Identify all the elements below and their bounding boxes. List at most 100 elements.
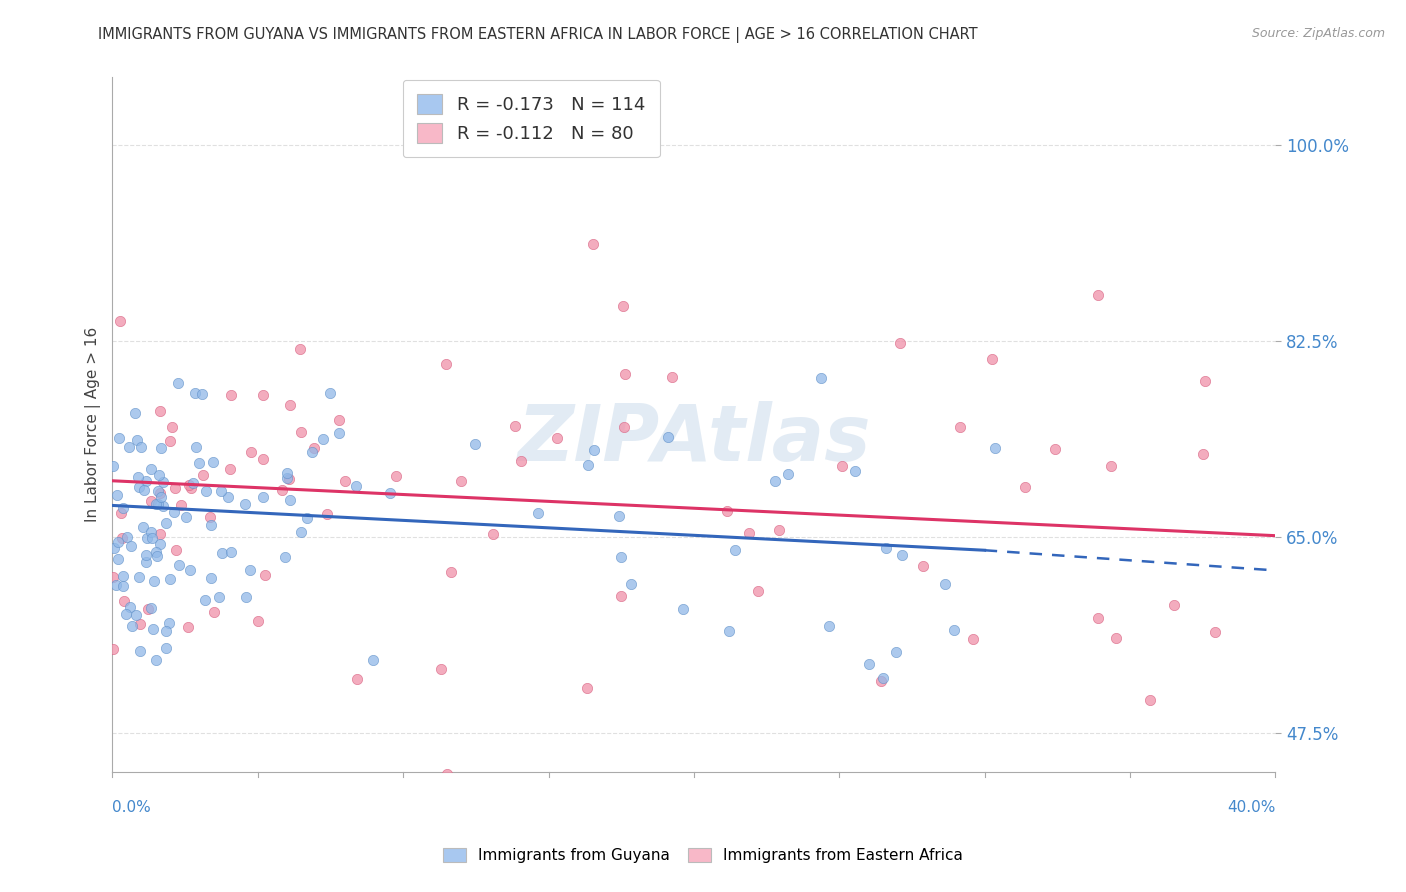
- Point: [135, 556, 157, 570]
- Point: [576, 458, 599, 473]
- Point: [128, 644, 150, 658]
- Point: [139, 601, 162, 615]
- Point: [872, 671, 894, 685]
- Point: [344, 479, 367, 493]
- Point: [747, 583, 769, 598]
- Point: [582, 236, 605, 251]
- Point: [139, 494, 162, 508]
- Point: [129, 617, 152, 632]
- Point: [818, 619, 841, 633]
- Point: [290, 525, 312, 540]
- Point: [981, 352, 1004, 367]
- Point: [436, 767, 458, 781]
- Point: [844, 464, 866, 478]
- Point: [273, 550, 295, 565]
- Point: [101, 569, 124, 583]
- Point: [1105, 631, 1128, 645]
- Point: [170, 498, 193, 512]
- Point: [768, 523, 790, 537]
- Point: [246, 614, 269, 628]
- Point: [934, 577, 956, 591]
- Point: [304, 442, 326, 456]
- Point: [163, 481, 186, 495]
- Point: [609, 509, 631, 524]
- Point: [276, 471, 298, 485]
- Point: [111, 531, 134, 545]
- Point: [385, 468, 408, 483]
- Point: [141, 531, 163, 545]
- Point: [135, 549, 157, 563]
- Point: [717, 624, 740, 639]
- Point: [177, 620, 200, 634]
- Point: [610, 589, 633, 603]
- Legend: Immigrants from Guyana, Immigrants from Eastern Africa: Immigrants from Guyana, Immigrants from …: [436, 840, 970, 871]
- Point: [194, 593, 217, 607]
- Point: [120, 539, 142, 553]
- Point: [612, 299, 634, 313]
- Point: [738, 526, 761, 541]
- Point: [159, 434, 181, 448]
- Point: [141, 524, 163, 539]
- Point: [219, 461, 242, 475]
- Point: [1087, 288, 1109, 302]
- Point: [135, 475, 157, 489]
- Point: [546, 432, 568, 446]
- Point: [984, 441, 1007, 455]
- Point: [219, 388, 242, 402]
- Point: [614, 367, 637, 381]
- Point: [235, 590, 257, 604]
- Text: ZIPAtlas: ZIPAtlas: [517, 401, 870, 476]
- Point: [128, 480, 150, 494]
- Point: [211, 546, 233, 560]
- Point: [121, 619, 143, 633]
- Point: [434, 357, 457, 371]
- Point: [346, 672, 368, 686]
- Point: [103, 541, 125, 556]
- Point: [184, 386, 207, 401]
- Point: [1139, 692, 1161, 706]
- Text: 0.0%: 0.0%: [112, 800, 152, 815]
- Text: IMMIGRANTS FROM GUYANA VS IMMIGRANTS FROM EASTERN AFRICA IN LABOR FORCE | AGE > : IMMIGRANTS FROM GUYANA VS IMMIGRANTS FRO…: [98, 27, 979, 43]
- Point: [125, 607, 148, 622]
- Point: [891, 549, 914, 563]
- Point: [115, 530, 138, 544]
- Point: [149, 527, 172, 541]
- Point: [107, 551, 129, 566]
- Point: [108, 314, 131, 328]
- Point: [672, 601, 695, 615]
- Point: [177, 478, 200, 492]
- Point: [105, 578, 128, 592]
- Point: [440, 566, 463, 580]
- Point: [118, 440, 141, 454]
- Point: [278, 398, 301, 412]
- Point: [114, 607, 136, 621]
- Point: [450, 474, 472, 488]
- Point: [810, 370, 832, 384]
- Point: [301, 444, 323, 458]
- Point: [155, 641, 177, 656]
- Point: [481, 526, 503, 541]
- Point: [238, 563, 260, 577]
- Point: [149, 442, 172, 456]
- Text: Source: ZipAtlas.com: Source: ZipAtlas.com: [1251, 27, 1385, 40]
- Point: [510, 454, 533, 468]
- Point: [1194, 374, 1216, 388]
- Point: [378, 485, 401, 500]
- Point: [328, 425, 350, 440]
- Point: [101, 459, 124, 474]
- Point: [858, 657, 880, 671]
- Point: [582, 443, 605, 458]
- Point: [252, 491, 274, 505]
- Point: [145, 545, 167, 559]
- Point: [200, 572, 222, 586]
- Point: [200, 518, 222, 533]
- Point: [253, 568, 276, 582]
- Point: [1163, 599, 1185, 613]
- Point: [101, 641, 124, 656]
- Point: [276, 467, 298, 481]
- Point: [429, 662, 451, 676]
- Point: [657, 430, 679, 444]
- Point: [831, 458, 853, 473]
- Point: [776, 467, 799, 482]
- Point: [661, 370, 683, 384]
